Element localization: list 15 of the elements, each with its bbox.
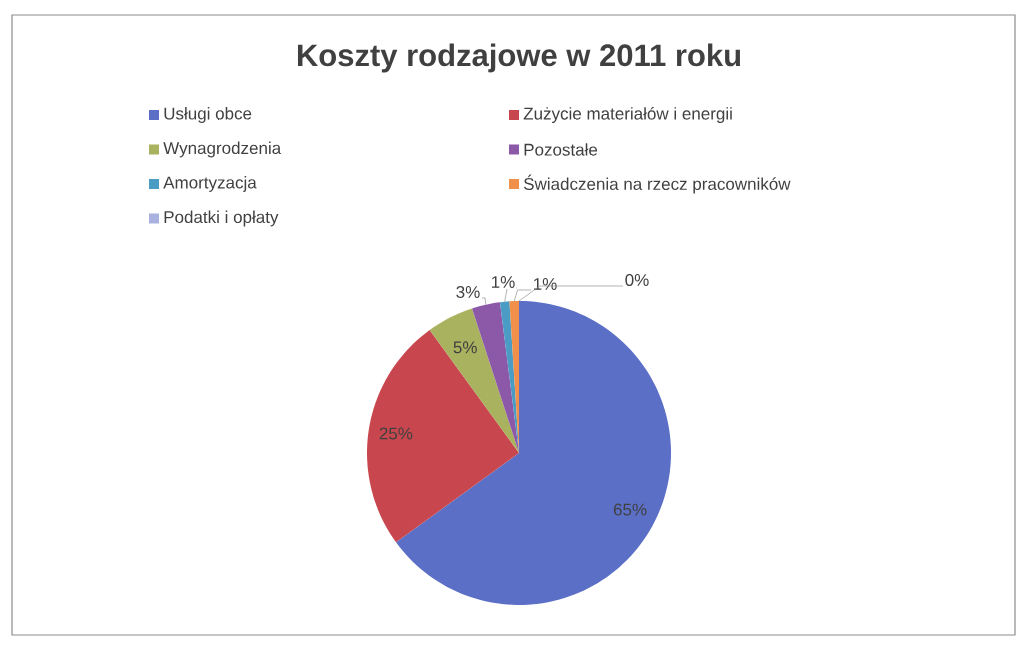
legend-label: Amortyzacja: [163, 176, 257, 192]
legend-label: Pozostałe: [524, 143, 598, 156]
data-label: 1%: [534, 278, 557, 290]
legend-label: Wynagrodzenia: [163, 141, 282, 158]
legend-label: Świadczenia na rzecz pracowników: [523, 174, 791, 194]
legend-label: Zużycie materiałów i energii: [523, 106, 732, 124]
chart-title: Koszty rodzajowe w 2011 roku: [297, 43, 741, 73]
data-label: 25%: [379, 427, 413, 440]
data-label: 65%: [613, 503, 647, 516]
data-label: 5%: [453, 341, 477, 354]
legend-label: Podatki i opłaty: [164, 210, 279, 227]
data-label: 3%: [456, 285, 480, 299]
data-label: 1%: [492, 276, 515, 288]
text: 0%: [625, 273, 649, 287]
legend-label: Usługi obce: [164, 107, 252, 123]
